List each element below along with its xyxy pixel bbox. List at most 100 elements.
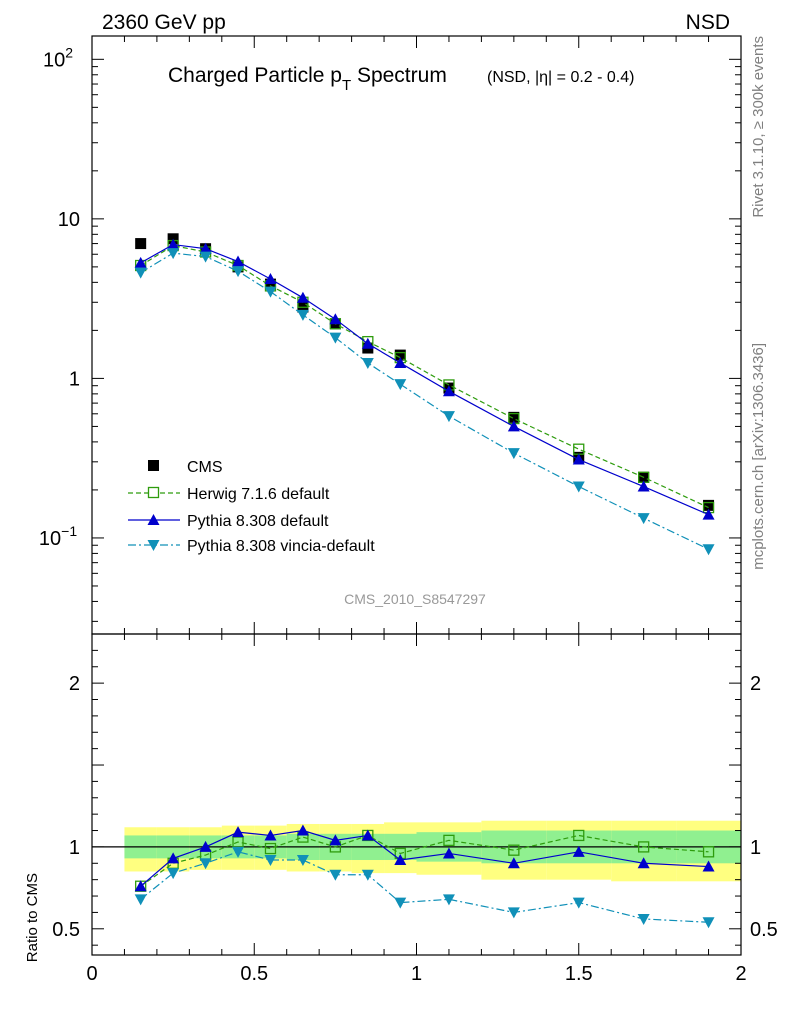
ratio-ylabel: Ratio to CMS bbox=[24, 873, 41, 962]
main-point-s0-0 bbox=[135, 238, 147, 250]
ratio-point-s1-5 bbox=[296, 824, 309, 836]
plot-title-subscript: T bbox=[342, 77, 351, 94]
legend-marker-vincia bbox=[147, 540, 160, 551]
main-point-s2-8 bbox=[394, 356, 407, 368]
main-point-s3-11 bbox=[572, 481, 585, 493]
x-tick-label-2: 1 bbox=[411, 963, 422, 985]
ratio-point-s2-9 bbox=[442, 894, 455, 906]
legend-label-cms: CMS bbox=[187, 459, 223, 476]
axis-ticks bbox=[91, 36, 742, 955]
main-point-s3-8 bbox=[394, 379, 407, 391]
main-series-line-1 bbox=[140, 244, 709, 509]
legend-entry-vincia: Pythia 8.308 vincia-default bbox=[128, 538, 375, 555]
ratio-y-tick-label-1: 1 bbox=[69, 837, 80, 859]
main-series-line-2 bbox=[140, 243, 709, 516]
main-point-s3-2 bbox=[199, 251, 212, 263]
ratio-point-s1-12 bbox=[637, 857, 650, 869]
ratio-point-s0-11 bbox=[573, 829, 585, 842]
main-point-s3-0 bbox=[134, 267, 147, 279]
main-point-s0-13 bbox=[703, 499, 715, 511]
ratio-y-tick-label-right-2: 0.5 bbox=[750, 919, 778, 941]
legend-entry-herwig: Herwig 7.1.6 default bbox=[128, 486, 330, 503]
main-point-s2-6 bbox=[329, 313, 342, 325]
ratio-point-s0-9 bbox=[443, 834, 455, 847]
ratio-point-s1-3 bbox=[232, 826, 245, 838]
ratio-point-s1-9 bbox=[442, 847, 455, 859]
main-point-s2-1 bbox=[167, 238, 180, 250]
ratio-point-s2-8 bbox=[394, 897, 407, 909]
ratio-point-s0-10 bbox=[508, 844, 520, 856]
main-y-tick-label-1: 10 bbox=[58, 209, 80, 231]
main-y-tick-label-2: 1 bbox=[69, 368, 80, 390]
legend: CMS Herwig 7.1.6 default Pythia 8.308 de… bbox=[128, 459, 375, 555]
main-point-s3-9 bbox=[442, 411, 455, 423]
main-point-s2-11 bbox=[572, 453, 585, 465]
ratio-point-s2-11 bbox=[572, 897, 585, 909]
ratio-series-line-0 bbox=[140, 834, 709, 887]
ratio-point-s1-4 bbox=[264, 829, 277, 841]
main-point-s2-0 bbox=[134, 256, 147, 268]
main-y-tick-label-0: 102 bbox=[43, 44, 73, 71]
main-point-s0-8 bbox=[394, 349, 406, 361]
main-point-s2-5 bbox=[296, 291, 309, 303]
ratio-point-s2-1 bbox=[167, 868, 180, 880]
ratio-point-s2-12 bbox=[637, 913, 650, 925]
ratio-point-s2-0 bbox=[134, 894, 147, 906]
main-point-s2-12 bbox=[637, 480, 650, 492]
main-point-s2-2 bbox=[199, 242, 212, 254]
ratio-point-s1-10 bbox=[507, 857, 520, 869]
rivet-version-label: Rivet 3.1.10, ≥ 300k events bbox=[750, 36, 767, 218]
x-tick-label-0: 0 bbox=[86, 963, 97, 985]
main-point-s0-10 bbox=[508, 411, 520, 423]
ratio-point-s2-7 bbox=[361, 869, 374, 881]
x-tick-label-1: 0.5 bbox=[240, 963, 268, 985]
series-layer bbox=[134, 233, 715, 929]
ratio-point-s1-13 bbox=[702, 860, 715, 872]
ratio-point-s1-11 bbox=[572, 845, 585, 857]
ratio-point-s1-8 bbox=[394, 854, 407, 866]
legend-label-herwig: Herwig 7.1.6 default bbox=[187, 486, 330, 503]
legend-marker-pythia bbox=[147, 514, 160, 525]
main-point-s3-12 bbox=[637, 513, 650, 525]
ratio-series-line-1 bbox=[140, 829, 709, 887]
plot-title-tail: Spectrum bbox=[351, 64, 447, 87]
main-point-s2-3 bbox=[232, 255, 245, 267]
ratio-uncertainty-bands bbox=[92, 820, 741, 882]
header-process-label: NSD bbox=[686, 11, 730, 34]
mcplots-label: mcplots.cern.ch [arXiv:1306.3436] bbox=[750, 343, 767, 570]
ratio-point-s1-6 bbox=[329, 834, 342, 846]
legend-marker-cms bbox=[148, 460, 159, 471]
main-point-s2-7 bbox=[361, 337, 374, 349]
tick-labels: 0 0.5 1 1.5 2 102 10 1 10−1 2 2 1 1 0.5 0.5 bbox=[39, 44, 778, 985]
ratio-y-tick-label-2: 0.5 bbox=[52, 919, 80, 941]
ratio-point-s2-2 bbox=[199, 858, 212, 870]
ratio-point-s2-13 bbox=[702, 917, 715, 929]
x-tick-label-3: 1.5 bbox=[565, 963, 593, 985]
ratio-point-s2-6 bbox=[329, 869, 342, 881]
main-y-tick-label-3: 10−1 bbox=[39, 523, 77, 550]
plot-subtitle: (NSD, |η| = 0.2 - 0.4) bbox=[487, 69, 634, 86]
ratio-point-s1-0 bbox=[134, 880, 147, 892]
plot-title: Charged Particle pT Spectrum bbox=[168, 64, 447, 94]
main-point-s3-6 bbox=[329, 332, 342, 344]
main-series-line-3 bbox=[140, 252, 709, 550]
main-point-s3-1 bbox=[167, 248, 180, 260]
main-point-s3-5 bbox=[296, 309, 309, 321]
ratio-point-s1-1 bbox=[167, 852, 180, 864]
ratio-y-tick-label-right-1: 1 bbox=[750, 837, 761, 859]
ratio-point-s1-2 bbox=[199, 840, 212, 852]
ratio-point-s0-12 bbox=[638, 841, 650, 853]
main-point-s2-10 bbox=[507, 420, 520, 432]
main-point-s3-3 bbox=[232, 266, 245, 278]
x-tick-label-4: 2 bbox=[735, 963, 746, 985]
legend-marker-herwig bbox=[147, 486, 160, 499]
main-point-s3-13 bbox=[702, 544, 715, 556]
ratio-point-s2-5 bbox=[296, 855, 309, 867]
main-point-s2-4 bbox=[264, 272, 277, 284]
main-point-s3-10 bbox=[507, 448, 520, 460]
ratio-point-s2-3 bbox=[232, 846, 245, 858]
ratio-point-s1-7 bbox=[361, 829, 374, 841]
main-point-s2-9 bbox=[442, 385, 455, 397]
main-point-s0-4 bbox=[264, 278, 276, 290]
